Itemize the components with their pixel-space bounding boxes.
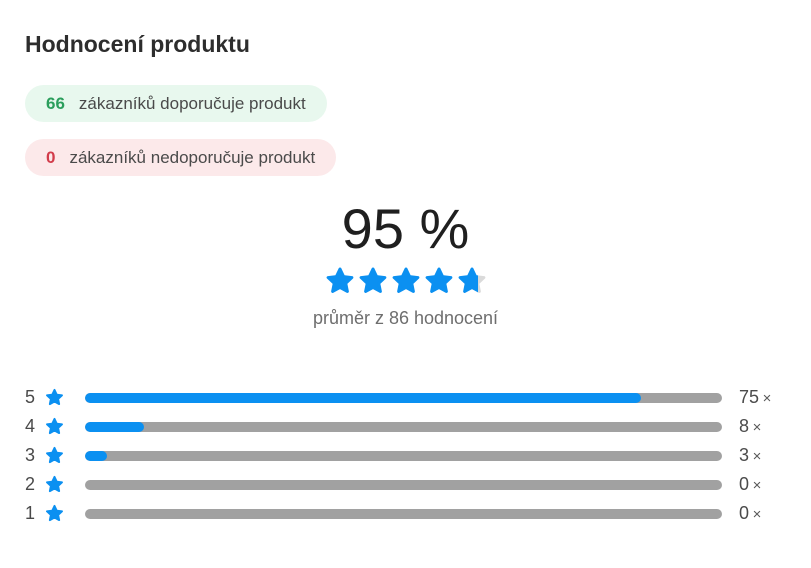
star-icon	[46, 417, 63, 435]
recommend-badge: 66 zákazníků doporučuje produkt	[25, 85, 327, 122]
row-star-icon-wrap	[45, 446, 64, 465]
bar-fill	[85, 450, 108, 461]
star-level-label: 1	[25, 503, 36, 523]
bar-track	[85, 508, 722, 519]
page-title: Hodnocení produktu	[25, 31, 250, 57]
star-icon	[458, 267, 485, 293]
rating-row-4-stars: 4 8 ×	[25, 412, 811, 441]
star-icon	[46, 504, 63, 522]
star-icon	[46, 388, 63, 406]
count-label: 0 ×	[739, 503, 762, 523]
star-icon	[46, 446, 63, 464]
not-recommend-count: 0	[46, 147, 56, 167]
bar-fill	[85, 421, 145, 432]
star-icon	[326, 267, 353, 293]
rating-row-3-stars: 3 3 ×	[25, 441, 811, 470]
average-stars	[0, 265, 811, 296]
bar-track	[85, 450, 722, 461]
count-label: 3 ×	[739, 445, 762, 465]
star-level-label: 2	[25, 474, 36, 494]
bar-fill	[85, 392, 641, 403]
bar-track	[85, 479, 722, 490]
recommend-count: 66	[46, 93, 65, 113]
bar-track	[85, 421, 722, 432]
rating-histogram: 5 75 × 4 8 × 3 3 × 2 0 × 1 0 ×	[0, 383, 811, 528]
row-star-icon-wrap	[45, 417, 64, 436]
not-recommend-badge: 0 zákazníků nedoporučuje produkt	[25, 139, 337, 176]
star-icon	[392, 267, 419, 293]
rating-count-caption: průměr z 86 hodnocení	[312, 308, 499, 328]
bar-track	[85, 392, 722, 403]
star-icon	[425, 267, 452, 293]
row-star-icon-wrap	[45, 475, 64, 494]
star-level-label: 5	[25, 387, 36, 407]
star-icon	[46, 475, 63, 493]
count-label: 75 ×	[739, 387, 772, 407]
star-level-label: 3	[25, 445, 36, 465]
star-icon	[359, 267, 386, 293]
average-percent: 95 %	[341, 197, 470, 260]
rating-row-5-stars: 5 75 ×	[25, 383, 811, 412]
count-label: 0 ×	[739, 474, 762, 494]
count-label: 8 ×	[739, 416, 762, 436]
rating-row-2-stars: 2 0 ×	[25, 470, 811, 499]
row-star-icon-wrap	[45, 388, 64, 407]
rating-row-1-stars: 1 0 ×	[25, 499, 811, 528]
star-level-label: 4	[25, 416, 36, 436]
recommend-label: zákazníků doporučuje produkt	[78, 93, 306, 113]
product-rating-panel: Hodnocení produktu 66 zákazníků doporuču…	[0, 30, 811, 568]
row-star-icon-wrap	[45, 504, 64, 523]
not-recommend-label: zákazníků nedoporučuje produkt	[69, 147, 316, 167]
rating-summary: 95 % průměr z 86 hodnocení	[0, 200, 811, 329]
